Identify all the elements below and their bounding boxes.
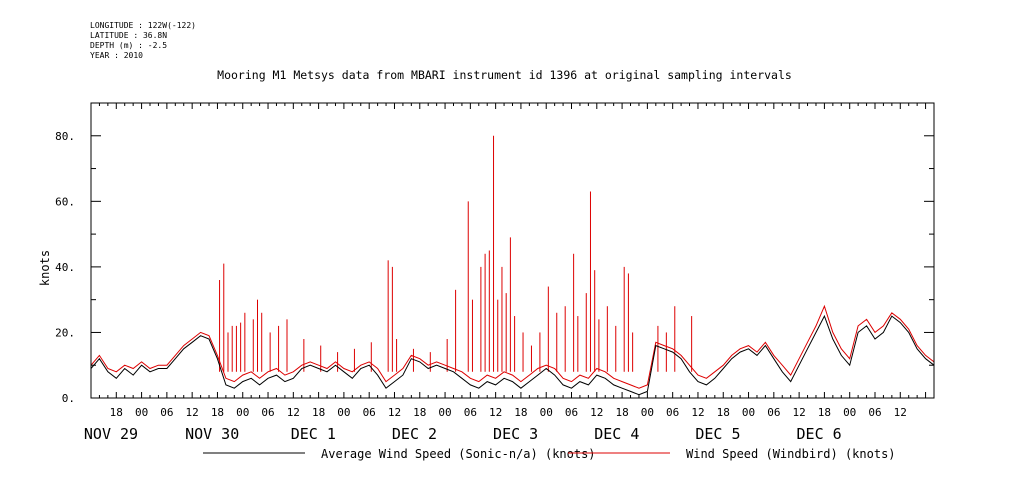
x-hour-label: 12 [894,406,907,419]
x-day-label: NOV 29 [84,425,138,443]
x-day-label: DEC 5 [695,425,740,443]
x-day-label: DEC 3 [493,425,538,443]
y-tick-label: 60. [55,195,75,208]
y-tick-label: 40. [55,261,75,274]
x-hour-label: 06 [767,406,780,419]
series-average-line [90,314,935,396]
meta-longitude: LONGITUDE : 122W(-122) [90,21,196,30]
x-hour-label: 00 [135,406,148,419]
x-hour-label: 00 [540,406,553,419]
plot-frame [90,102,935,399]
x-hour-label: 18 [413,406,426,419]
x-hour-label: 18 [110,406,123,419]
x-hour-label: 00 [742,406,755,419]
x-day-label: DEC 6 [797,425,842,443]
x-day-label: NOV 30 [185,425,239,443]
chart-title: Mooring M1 Metsys data from MBARI instru… [217,68,792,82]
x-hour-label: 18 [312,406,325,419]
legend-label-windbird: Wind Speed (Windbird) (knots) [686,447,896,461]
x-hour-label: 00 [236,406,249,419]
x-hour-label: 06 [868,406,881,419]
x-hour-label: 12 [590,406,603,419]
y-tick-label: 20. [55,326,75,339]
meta-latitude: LATITUDE : 36.8N [90,31,168,40]
x-hour-label: 12 [388,406,401,419]
x-hour-label: 06 [565,406,578,419]
x-hour-label: 06 [363,406,376,419]
x-hour-label: 12 [489,406,502,419]
x-day-label: DEC 2 [392,425,437,443]
x-hour-label: 00 [438,406,451,419]
x-hour-label: 06 [666,406,679,419]
series-windbird-line [90,304,935,389]
x-day-label: DEC 1 [291,425,336,443]
x-hour-label: 18 [717,406,730,419]
x-hour-label: 12 [186,406,199,419]
y-tick-label: 0. [62,392,75,405]
legend-label-avg: Average Wind Speed (Sonic-n/a) (knots) [321,447,596,461]
x-hour-label: 06 [464,406,477,419]
x-hour-label: 18 [211,406,224,419]
y-axis-label: knots [38,250,52,286]
x-hour-label: 00 [843,406,856,419]
x-hour-label: 00 [641,406,654,419]
x-hour-label: 12 [287,406,300,419]
x-hour-label: 00 [337,406,350,419]
x-hour-label: 06 [261,406,274,419]
x-hour-label: 18 [818,406,831,419]
y-tick-label: 80. [55,130,75,143]
meta-year: YEAR : 2010 [90,51,143,60]
meta-depth: DEPTH (m) : -2.5 [90,41,168,50]
x-day-label: DEC 4 [594,425,639,443]
x-hour-label: 06 [160,406,173,419]
metadata-block: LONGITUDE : 122W(-122) LATITUDE : 36.8N … [90,21,196,61]
x-hour-label: 12 [691,406,704,419]
x-hour-label: 18 [514,406,527,419]
x-hour-label: 18 [615,406,628,419]
x-hour-label: 12 [792,406,805,419]
